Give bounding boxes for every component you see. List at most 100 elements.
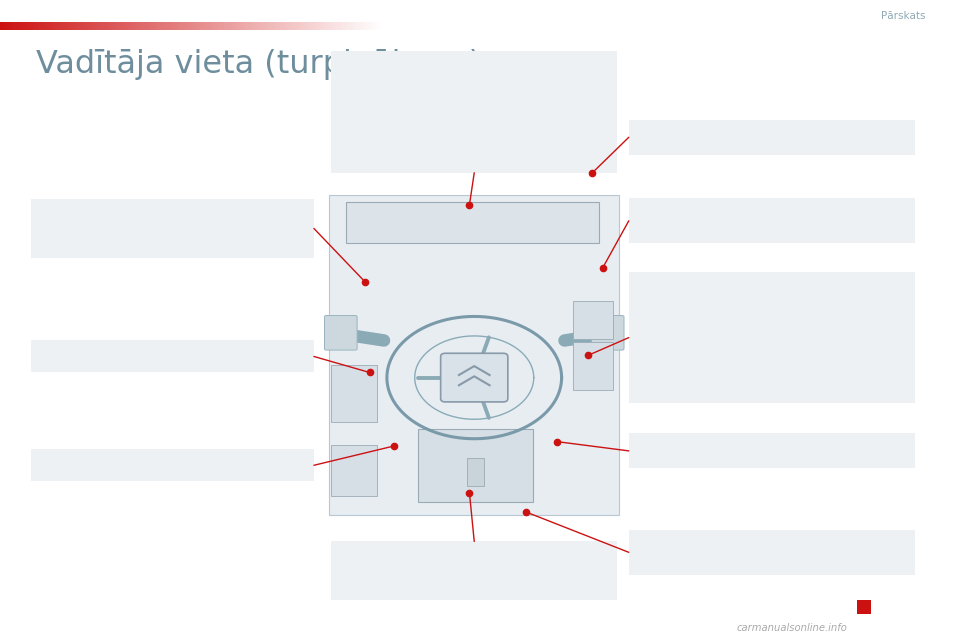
Bar xyxy=(189,22,191,30)
Bar xyxy=(14,22,16,30)
Bar xyxy=(122,22,124,30)
Bar xyxy=(313,22,315,30)
Bar xyxy=(22,22,24,30)
Bar xyxy=(73,22,75,30)
Bar xyxy=(329,195,619,515)
Text: Mērinstrumentu paneļi: Mērinstrumentu paneļi xyxy=(341,61,468,70)
Bar xyxy=(40,22,42,30)
Bar xyxy=(260,22,262,30)
Bar xyxy=(364,22,366,30)
Text: Drošinātāji borta panelī: Drošinātāji borta panelī xyxy=(40,460,172,470)
Bar xyxy=(396,22,398,30)
Text: Avārijas signāls: Avārijas signāls xyxy=(638,385,725,396)
Text: Kruīza kontrole: Kruīza kontrole xyxy=(341,566,425,576)
Bar xyxy=(366,22,368,30)
Bar xyxy=(217,22,220,30)
Bar xyxy=(362,22,364,30)
Bar xyxy=(544,22,546,30)
Bar xyxy=(415,22,417,30)
Bar xyxy=(191,22,193,30)
Bar xyxy=(563,22,564,30)
Text: 93-95: 93-95 xyxy=(577,550,608,559)
Text: 27: 27 xyxy=(594,116,608,126)
Text: Logu aizsēvīduma novēršana /: Logu aizsēvīduma novēršana / xyxy=(638,280,804,290)
Text: 96-98: 96-98 xyxy=(577,566,608,576)
Bar xyxy=(629,530,915,575)
Text: 124: 124 xyxy=(284,240,304,250)
Bar xyxy=(89,22,91,30)
Bar xyxy=(373,22,376,30)
Bar xyxy=(567,22,569,30)
Bar xyxy=(12,22,14,30)
Bar xyxy=(2,22,4,30)
Bar xyxy=(577,22,579,30)
Bar xyxy=(402,22,404,30)
Bar xyxy=(69,22,71,30)
Bar xyxy=(315,22,317,30)
Bar xyxy=(370,22,372,30)
Text: 85-88: 85-88 xyxy=(874,132,905,142)
Bar xyxy=(295,22,297,30)
Bar xyxy=(246,22,248,30)
Bar xyxy=(195,22,197,30)
Bar xyxy=(441,22,443,30)
Bar xyxy=(77,22,80,30)
Bar xyxy=(329,22,331,30)
Bar xyxy=(492,22,493,30)
Bar xyxy=(388,22,390,30)
Bar xyxy=(185,22,187,30)
Bar xyxy=(331,51,617,173)
Bar xyxy=(327,22,329,30)
Text: Pārskats: Pārskats xyxy=(881,11,925,21)
Bar xyxy=(87,22,89,30)
Bar xyxy=(80,22,82,30)
Bar xyxy=(238,22,240,30)
Bar xyxy=(358,22,360,30)
Bar xyxy=(515,22,516,30)
Text: 125: 125 xyxy=(885,556,905,566)
Bar xyxy=(284,22,286,30)
Text: 68: 68 xyxy=(892,325,905,335)
Bar xyxy=(278,22,280,30)
Bar xyxy=(457,22,459,30)
Bar xyxy=(118,22,120,30)
Bar xyxy=(177,22,179,30)
Bar xyxy=(372,22,373,30)
Bar xyxy=(398,22,400,30)
Bar xyxy=(551,22,553,30)
Bar xyxy=(493,22,495,30)
Bar xyxy=(564,22,567,30)
Text: Virziena rādītāji: Virziena rādītāji xyxy=(40,240,129,250)
Bar xyxy=(179,22,180,30)
Bar xyxy=(6,22,8,30)
Bar xyxy=(231,22,233,30)
Bar xyxy=(61,22,63,30)
Bar xyxy=(331,445,377,496)
Bar xyxy=(443,22,445,30)
Bar xyxy=(144,22,146,30)
Bar xyxy=(439,22,441,30)
Bar xyxy=(109,22,111,30)
Bar xyxy=(16,22,18,30)
Bar xyxy=(250,22,252,30)
Bar xyxy=(256,22,258,30)
FancyBboxPatch shape xyxy=(441,353,508,402)
Bar xyxy=(104,22,106,30)
Bar xyxy=(555,22,557,30)
Bar xyxy=(331,541,617,600)
Bar xyxy=(602,22,604,30)
Bar xyxy=(297,22,299,30)
Text: 129-131: 129-131 xyxy=(861,371,905,380)
Bar xyxy=(429,22,431,30)
Bar xyxy=(291,22,293,30)
Bar xyxy=(539,22,540,30)
Text: 124: 124 xyxy=(885,385,905,396)
Bar xyxy=(146,22,149,30)
Bar xyxy=(331,22,333,30)
Bar xyxy=(604,22,606,30)
Bar xyxy=(435,22,437,30)
Bar xyxy=(464,22,466,30)
Bar xyxy=(262,22,264,30)
Bar xyxy=(573,301,613,339)
Bar xyxy=(149,22,151,30)
